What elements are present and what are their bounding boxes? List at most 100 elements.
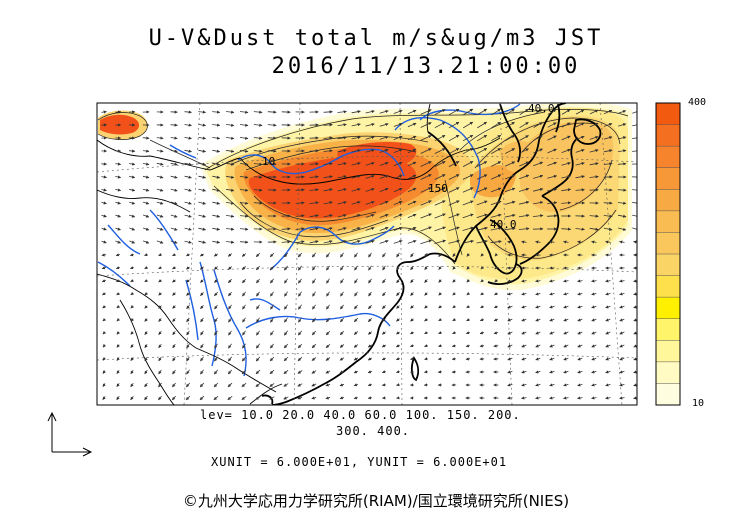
wind-arrow xyxy=(563,370,569,374)
wind-arrow xyxy=(309,227,319,231)
wind-arrow xyxy=(281,240,291,244)
wind-arrow xyxy=(393,187,403,193)
wind-arrow xyxy=(270,304,274,310)
wind-arrow xyxy=(448,161,460,167)
wind-arrow xyxy=(619,396,625,400)
wind-arrow xyxy=(142,149,150,153)
wind-arrow xyxy=(490,187,502,193)
wind-arrow xyxy=(491,148,502,154)
wind-arrow xyxy=(172,253,176,257)
wind-arrow xyxy=(476,174,488,180)
wind-arrow xyxy=(507,305,513,309)
wind-arrow xyxy=(462,239,474,244)
wind-arrow xyxy=(198,188,206,192)
wind-arrow xyxy=(462,187,474,193)
wind-arrow xyxy=(424,357,428,361)
wind-arrow xyxy=(367,396,372,400)
wind-arrow xyxy=(239,214,249,218)
wind-arrow xyxy=(462,161,474,167)
wind-arrow xyxy=(200,343,204,349)
wind-arrow xyxy=(535,240,541,244)
wind-arrow xyxy=(226,123,235,127)
wind-arrow xyxy=(198,123,206,127)
wind-arrow xyxy=(156,175,164,179)
wind-arrow xyxy=(199,253,204,257)
wind-arrow xyxy=(365,174,375,179)
wind-arrow xyxy=(200,369,204,375)
wind-arrow xyxy=(490,240,502,244)
wind-arrow xyxy=(170,227,178,231)
wind-arrow xyxy=(186,317,190,323)
wind-arrow xyxy=(396,318,400,322)
wind-arrow xyxy=(490,200,502,206)
wind-arrow xyxy=(284,317,288,323)
wind-arrow xyxy=(340,317,344,323)
wind-vectors xyxy=(101,108,637,401)
wind-arrow xyxy=(186,343,190,349)
wind-arrow xyxy=(603,201,613,205)
wind-arrow xyxy=(325,357,331,361)
wind-arrow xyxy=(577,305,583,309)
wind-arrow xyxy=(434,239,446,244)
wind-arrow xyxy=(603,149,613,153)
colorbar-swatch xyxy=(656,383,680,406)
wind-arrow xyxy=(505,135,515,141)
wind-arrow xyxy=(547,188,558,192)
wind-arrow xyxy=(158,266,162,270)
colorbar-swatch xyxy=(656,189,680,212)
wind-arrow xyxy=(424,318,428,322)
wind-arrow xyxy=(493,318,499,322)
colorbar-frame xyxy=(655,102,681,406)
wind-arrow xyxy=(144,253,148,257)
wind-arrow xyxy=(632,110,637,114)
wind-arrow xyxy=(575,227,585,231)
colorbar xyxy=(655,102,681,406)
wind-arrow xyxy=(549,383,555,387)
wind-arrow xyxy=(172,382,176,388)
wind-arrow xyxy=(298,304,302,310)
wind-arrow xyxy=(603,162,613,166)
wind-arrow xyxy=(379,200,389,205)
wind-arrow xyxy=(130,266,134,270)
wind-arrow xyxy=(561,161,571,166)
wind-arrow xyxy=(591,318,597,322)
wind-arrow xyxy=(591,357,597,361)
wind-arrow xyxy=(420,200,432,206)
wind-arrow xyxy=(227,382,233,388)
wind-arrow xyxy=(295,240,305,244)
wind-arrow xyxy=(437,357,442,361)
wind-arrow xyxy=(144,305,148,309)
wind-arrow xyxy=(619,318,625,322)
wind-arrow xyxy=(438,279,442,283)
wind-arrow xyxy=(144,369,148,375)
wind-arrow xyxy=(312,278,316,284)
wind-arrow xyxy=(619,383,625,387)
wind-arrow xyxy=(424,279,428,283)
wind-arrow xyxy=(312,265,316,271)
wind-arrow xyxy=(242,304,246,310)
wind-arrow xyxy=(504,174,516,180)
wind-arrow xyxy=(337,227,347,231)
wind-arrow xyxy=(214,330,218,336)
wind-arrow xyxy=(311,357,317,361)
wind-arrow xyxy=(393,148,403,153)
wind-arrow xyxy=(228,304,232,310)
wind-arrow xyxy=(577,331,583,335)
wind-arrow xyxy=(521,383,527,387)
wind-arrow xyxy=(395,357,400,361)
wind-arrow xyxy=(326,265,330,271)
wind-arrow xyxy=(267,136,277,140)
wind-arrow xyxy=(589,149,599,153)
axes-icon xyxy=(47,411,93,457)
wind-arrow xyxy=(130,344,134,348)
wind-arrow xyxy=(448,239,460,244)
wind-arrow xyxy=(561,148,571,153)
wind-arrow xyxy=(255,356,261,362)
wind-arrow xyxy=(298,278,302,284)
wind-arrow xyxy=(256,317,260,323)
wind-arrow xyxy=(339,344,345,348)
wind-arrow xyxy=(255,343,261,349)
wind-arrow xyxy=(226,201,235,205)
wind-arrow xyxy=(617,214,627,218)
wind-arrow xyxy=(351,136,361,140)
